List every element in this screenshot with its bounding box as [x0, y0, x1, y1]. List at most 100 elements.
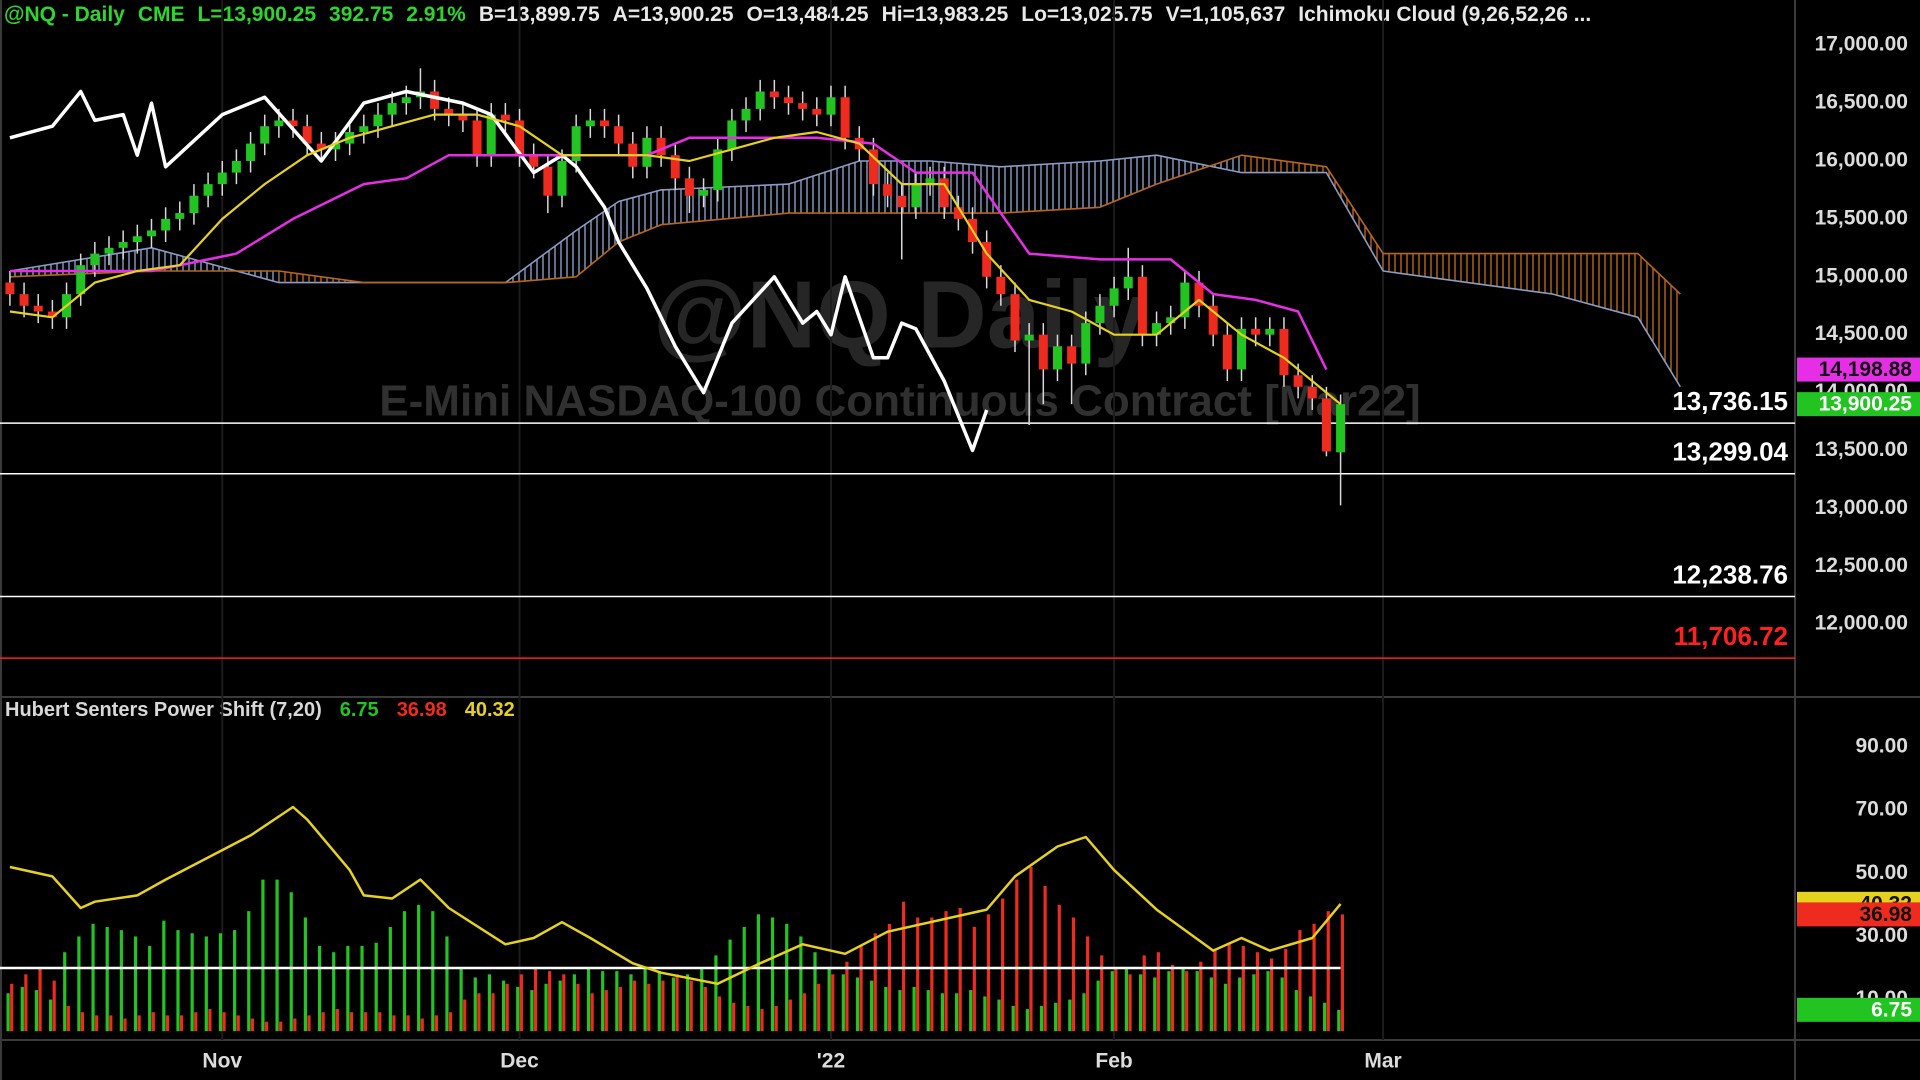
y-tick-label: 14,500.00 — [1815, 322, 1908, 345]
histogram-bar — [487, 974, 492, 1032]
candle-body — [1194, 282, 1204, 306]
histogram-bar — [997, 999, 1001, 1032]
candle-body — [515, 120, 525, 156]
histogram-bar — [544, 983, 548, 1032]
histogram-bar — [601, 971, 605, 1032]
histogram-bar — [402, 911, 407, 1032]
histogram-bar — [1294, 990, 1298, 1032]
histogram-bar — [279, 1021, 283, 1032]
header-item: L=13,900.25 — [198, 3, 317, 26]
histogram-bar — [10, 983, 14, 1032]
candle-body — [699, 189, 709, 196]
candle-body — [1208, 305, 1218, 335]
candle-body — [868, 149, 878, 185]
histogram-bar — [222, 1012, 226, 1032]
indicator-title: Hubert Senters Power Shift (7,20) — [5, 699, 322, 721]
histogram-bar — [233, 930, 237, 1032]
histogram-bar — [1181, 968, 1185, 1032]
candle-body — [826, 97, 836, 115]
candle-body — [387, 103, 397, 115]
candle-body — [1038, 334, 1048, 370]
candle-body — [840, 97, 850, 138]
watermark-subtitle: E-Mini NASDAQ-100 Continuous Contract [M… — [379, 377, 1420, 426]
indicator-line — [9, 89, 989, 453]
y-tick-label: 50.00 — [1855, 861, 1908, 884]
histogram-bar — [378, 1012, 382, 1032]
histogram-bar — [1124, 968, 1129, 1032]
y-tick-label: 12,500.00 — [1815, 554, 1908, 577]
histogram-bar — [686, 974, 690, 1032]
candle-body — [769, 91, 779, 98]
histogram-bar — [576, 983, 580, 1032]
candle-body — [33, 305, 43, 312]
histogram-bar — [346, 945, 350, 1032]
candle-body — [1137, 276, 1147, 335]
histogram-bar — [1015, 879, 1019, 1032]
y-tick-label: 17,000.00 — [1815, 33, 1908, 56]
candle-body — [1321, 398, 1331, 452]
histogram-bar — [1001, 898, 1005, 1032]
histogram-bar — [817, 983, 821, 1032]
level-label: 11,706.72 — [1674, 621, 1788, 651]
histogram-bar — [1195, 971, 1199, 1032]
histogram-bar — [827, 968, 831, 1032]
histogram-bar — [66, 1005, 70, 1032]
histogram-bar — [349, 1012, 354, 1032]
histogram-bar — [1312, 923, 1316, 1032]
histogram-bar — [732, 1002, 736, 1032]
histogram-bar — [859, 945, 863, 1032]
header-item: B=13,899.75 — [479, 3, 600, 26]
candle-body — [175, 213, 185, 219]
histogram-bar — [912, 986, 916, 1032]
candle-body — [161, 218, 171, 231]
histogram-bar — [364, 1012, 368, 1032]
histogram-bar — [335, 1009, 339, 1032]
histogram-bar — [463, 999, 467, 1032]
histogram-bar — [1280, 977, 1284, 1032]
histogram-bar — [1223, 983, 1228, 1032]
candle-body — [1265, 328, 1275, 335]
value-badge-label: 6.75 — [1871, 998, 1912, 1021]
histogram-bar — [109, 1015, 113, 1032]
histogram-bar — [190, 933, 194, 1032]
candle-body — [5, 282, 15, 295]
histogram-bar — [887, 923, 891, 1032]
histogram-bar — [34, 990, 39, 1032]
histogram-bar — [151, 1012, 155, 1032]
histogram-bar — [473, 977, 477, 1032]
candle-body — [401, 97, 411, 104]
histogram-bar — [632, 980, 637, 1032]
histogram-bar — [1298, 930, 1302, 1032]
histogram-bar — [1340, 914, 1344, 1032]
histogram-bar — [1266, 971, 1270, 1032]
histogram-bar — [392, 1015, 396, 1032]
candle-body — [500, 114, 510, 121]
histogram-bar — [1110, 971, 1114, 1032]
histogram-bar — [700, 968, 704, 1032]
candle-body — [90, 253, 100, 266]
cloud-fill — [1099, 155, 1157, 208]
y-tick-label: 16,000.00 — [1815, 149, 1908, 172]
histogram-bar — [208, 1009, 212, 1032]
histogram-bar — [661, 980, 665, 1032]
candle-body — [217, 172, 227, 185]
candle-body — [1251, 328, 1261, 335]
histogram-bar — [501, 980, 506, 1032]
indicator-legend: Hubert Senters Power Shift (7,20) 6.75 36.… — [5, 699, 515, 721]
candle-body — [274, 120, 284, 127]
candle-body — [1095, 305, 1105, 324]
histogram-bar — [898, 990, 902, 1032]
histogram-bar — [1252, 974, 1256, 1032]
indicator-line — [9, 136, 1328, 371]
histogram-bar — [420, 1018, 424, 1032]
histogram-bar — [388, 926, 392, 1032]
histogram-bar — [813, 952, 817, 1032]
histogram-bar — [1308, 996, 1313, 1032]
histogram-bar — [516, 986, 520, 1032]
histogram-bar — [1241, 945, 1245, 1032]
level-label: 13,736.15 — [1672, 386, 1788, 416]
histogram-bar — [289, 892, 293, 1032]
candle-body — [656, 137, 666, 156]
